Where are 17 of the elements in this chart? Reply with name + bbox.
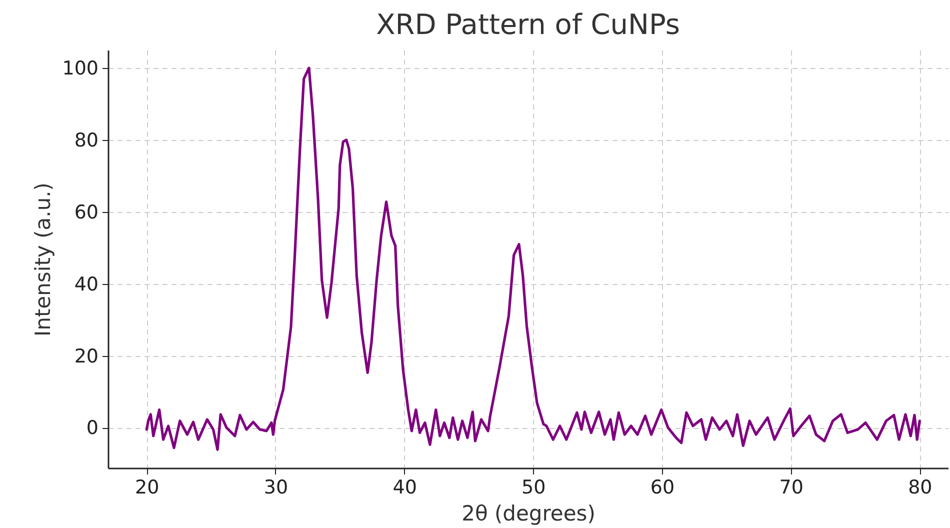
- x-tick-label: 80: [908, 476, 932, 498]
- y-tick-label: 40: [74, 273, 98, 296]
- y-axis-title: Intensity (a.u.): [31, 182, 56, 336]
- line-series: [145, 66, 921, 451]
- chart-title: XRD Pattern of CuNPs: [376, 8, 680, 41]
- x-tick-label: 40: [392, 476, 417, 498]
- x-tick-label: 60: [650, 476, 675, 498]
- x-tick-label: 50: [522, 476, 546, 498]
- x-tick-label: 70: [779, 476, 804, 498]
- y-tick-label: 20: [74, 345, 98, 368]
- x-axis-title: 2θ (degrees): [462, 502, 596, 526]
- y-tick-label: 80: [74, 129, 98, 152]
- x-tick-label: 20: [135, 476, 160, 498]
- x-tick-label: 30: [264, 476, 288, 498]
- y-tick-label: 0: [86, 417, 98, 440]
- y-tick-label: 60: [74, 201, 98, 224]
- y-tick-label: 100: [62, 57, 98, 80]
